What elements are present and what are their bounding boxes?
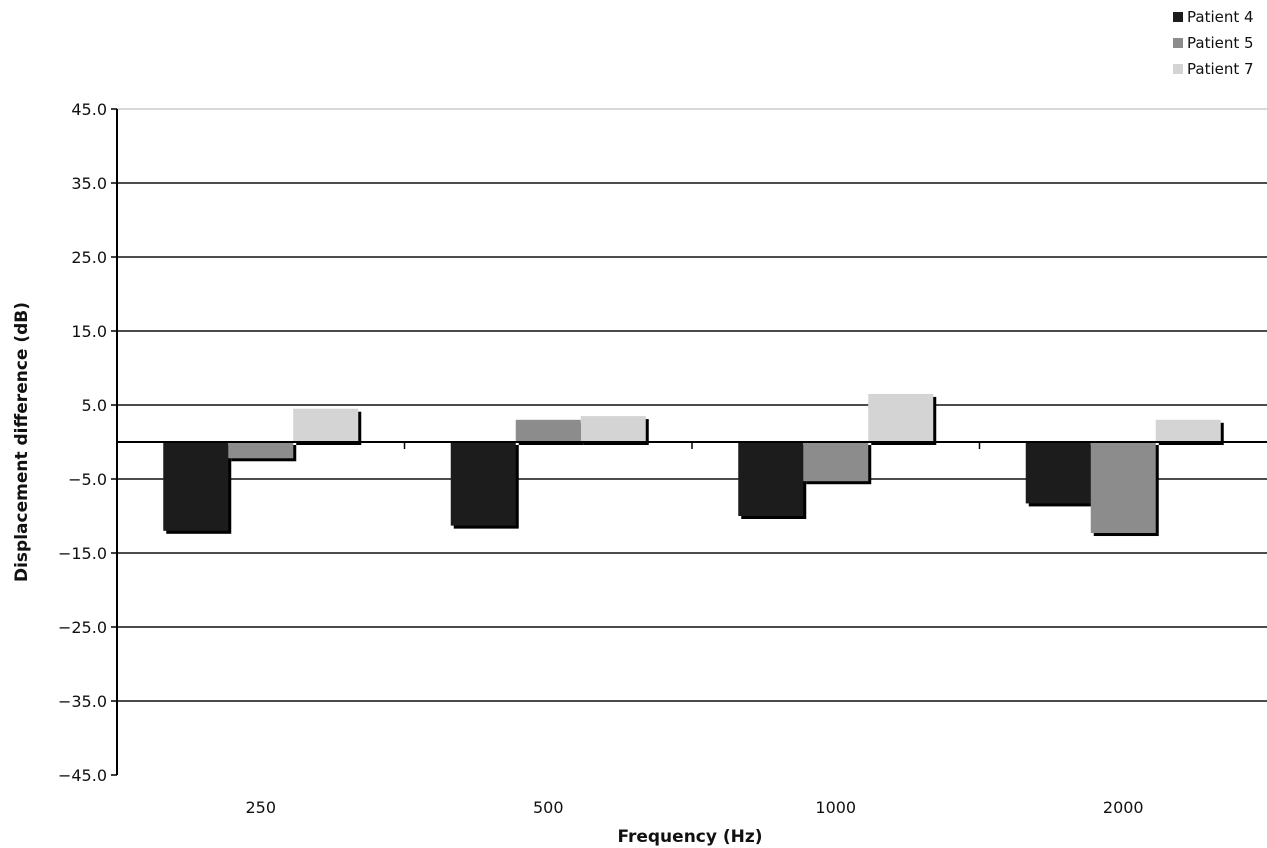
legend-label: Patient 7	[1187, 60, 1254, 78]
bar	[1025, 442, 1091, 504]
x-tick-label: 1000	[815, 798, 856, 817]
x-tick-label: 2000	[1103, 798, 1144, 817]
x-axis-title: Frequency (Hz)	[617, 827, 762, 847]
bars	[163, 393, 1221, 534]
axes	[111, 108, 1267, 776]
y-tick-label: −35.0	[58, 692, 107, 711]
bar	[450, 442, 516, 526]
x-tick-labels: 250 500 1000 2000	[245, 798, 1143, 817]
y-tick-label: 15.0	[71, 322, 107, 341]
bar	[228, 442, 294, 459]
bar	[580, 416, 646, 442]
y-tick-label: 35.0	[71, 174, 107, 193]
y-tick-labels: 45.0 35.0 25.0 15.0 5.0 −5.0 −15.0 −25.0 −35.0 −4…	[58, 100, 107, 785]
legend: Patient 4 Patient 5 Patient 7	[1173, 8, 1254, 78]
bar	[1155, 419, 1221, 442]
x-tick-label: 250	[245, 798, 276, 817]
bar	[515, 419, 581, 442]
y-tick-label: −25.0	[58, 618, 107, 637]
bar	[1090, 442, 1156, 534]
y-tick-label: −15.0	[58, 544, 107, 563]
bar	[868, 393, 934, 442]
legend-swatch	[1173, 38, 1183, 48]
legend-label: Patient 5	[1187, 34, 1254, 52]
y-axis-title: Displacement difference (dB)	[12, 302, 32, 582]
y-tick-label: 5.0	[82, 396, 107, 415]
bar	[803, 442, 869, 482]
bar	[738, 442, 804, 516]
bar	[293, 408, 359, 442]
y-tick-label: 45.0	[71, 100, 107, 119]
y-tick-label: 25.0	[71, 248, 107, 267]
legend-label: Patient 4	[1187, 8, 1254, 26]
y-tick-label: −45.0	[58, 766, 107, 785]
bar	[163, 442, 229, 531]
y-tick-label: −5.0	[68, 470, 107, 489]
gridlines	[117, 108, 1267, 702]
legend-swatch	[1173, 64, 1183, 74]
legend-swatch	[1173, 12, 1183, 22]
x-tick-label: 500	[533, 798, 564, 817]
